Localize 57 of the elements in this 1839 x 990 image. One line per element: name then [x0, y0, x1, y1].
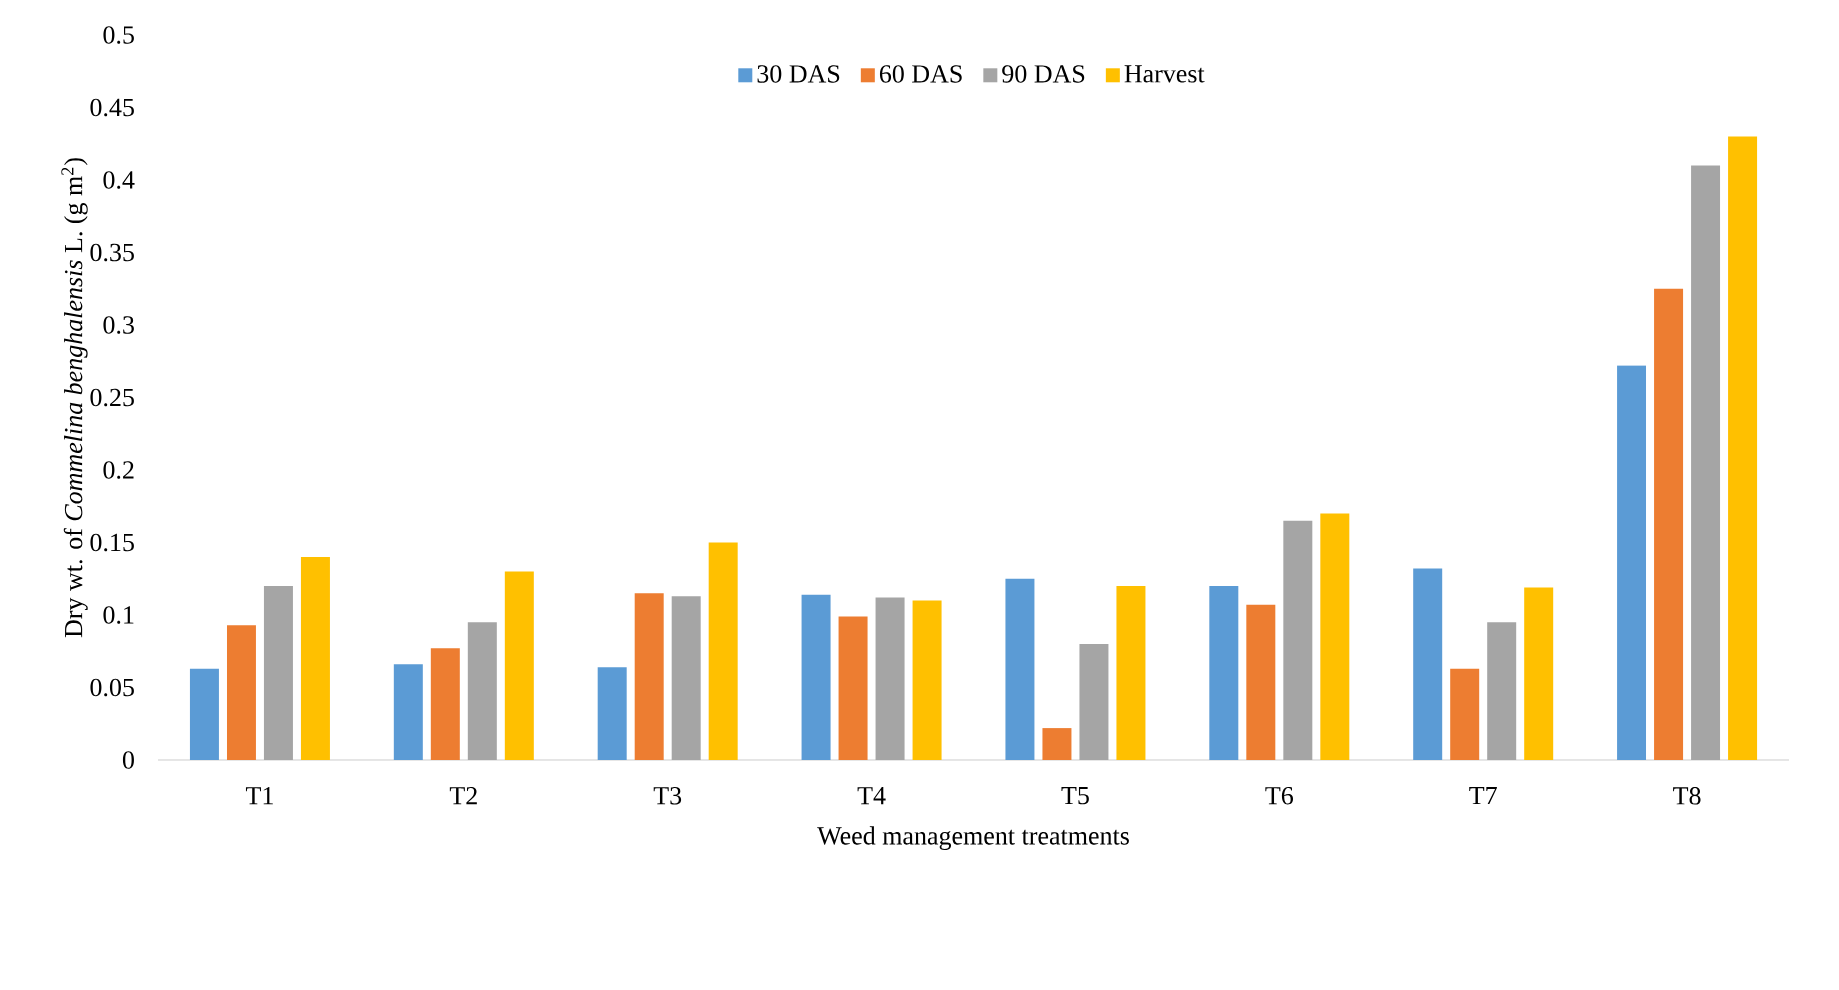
bar [708, 542, 738, 760]
bar [1079, 643, 1109, 760]
bar [1413, 568, 1443, 760]
bar [1450, 668, 1480, 760]
y-tick-label: 0.45 [90, 98, 134, 117]
bar [1283, 520, 1313, 760]
y-tick-label: 0.35 [90, 243, 134, 262]
bar [1691, 165, 1721, 760]
bar [300, 557, 330, 760]
bar [1320, 513, 1350, 760]
y-tick-label: 0.1 [103, 606, 134, 624]
bar [430, 648, 460, 760]
x-tick-label: T7 [1469, 787, 1497, 805]
bar [1246, 604, 1276, 760]
y-tick-label: 0.5 [103, 26, 134, 44]
x-tick-label: T5 [1061, 787, 1089, 805]
y-tick-label: 0.4 [103, 171, 135, 189]
legend-label: 60 DAS [879, 65, 962, 83]
y-tick-label: 0.3 [103, 316, 134, 334]
y-tick-label: 0.05 [90, 678, 134, 697]
bar [393, 664, 423, 760]
legend-label: 30 DAS [757, 65, 840, 83]
x-tick-label: T4 [857, 787, 886, 805]
bar [1005, 578, 1035, 760]
bar [875, 597, 905, 760]
bar [671, 596, 701, 760]
x-axis-title: Weed management treatments [817, 826, 1129, 850]
legend-label: Harvest [1124, 65, 1205, 83]
x-tick-label: T1 [245, 787, 273, 805]
bar [801, 594, 831, 760]
y-tick-label: 0 [122, 751, 134, 769]
bar [1209, 585, 1239, 760]
bar [1524, 587, 1554, 760]
x-tick-label: T3 [653, 787, 682, 805]
bar [1487, 622, 1517, 760]
bar [838, 616, 868, 760]
legend-label: 90 DAS [1002, 65, 1085, 83]
y-tick-label: 0.2 [103, 461, 134, 479]
y-tick-label: 0.15 [90, 533, 134, 552]
bar [226, 625, 256, 760]
bar [1728, 136, 1758, 760]
bar [263, 585, 293, 760]
bar [1116, 585, 1146, 760]
y-tick-label: 0.25 [90, 388, 134, 407]
bar [1654, 288, 1684, 760]
bar [597, 667, 627, 760]
bar [467, 622, 497, 760]
y-axis-title: Dry wt. of Commelina benghalensis L. (g m$^{2}$) [61, 158, 88, 638]
x-tick-label: T8 [1673, 787, 1701, 805]
bar [189, 668, 219, 760]
bar [1617, 365, 1647, 760]
bar [912, 600, 942, 760]
x-tick-label: T2 [449, 787, 477, 805]
x-tick-label: T6 [1265, 787, 1293, 805]
bar [634, 593, 664, 760]
bar [1042, 728, 1072, 760]
bar [504, 571, 534, 760]
